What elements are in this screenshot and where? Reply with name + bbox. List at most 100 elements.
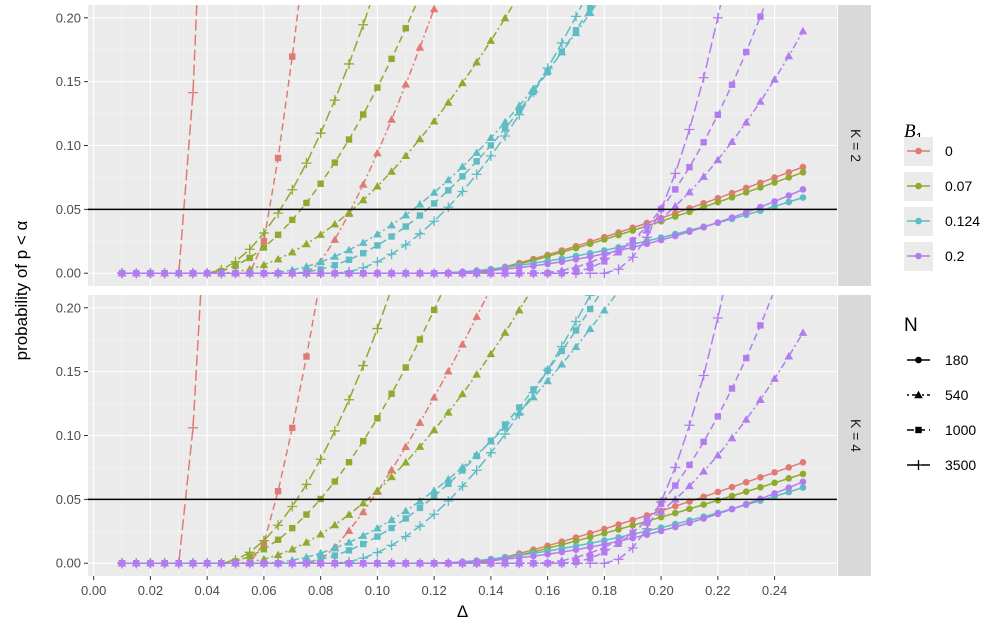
data-point-plus xyxy=(613,264,624,275)
data-point-plus xyxy=(471,268,482,279)
data-point-plus xyxy=(287,501,298,512)
data-point-square xyxy=(771,287,777,293)
data-point-circle xyxy=(615,526,622,533)
facet-strips: K = 2 K = 4 xyxy=(838,5,871,576)
series-line-b1-0-n-540 xyxy=(122,295,489,564)
data-point-plus xyxy=(258,228,269,239)
data-point-circle xyxy=(771,174,778,181)
legend-n-label: 3500 xyxy=(945,457,976,473)
data-point-circle xyxy=(700,501,707,508)
data-point-square xyxy=(303,199,310,207)
data-point-plus xyxy=(400,531,411,542)
data-point-plus xyxy=(429,558,440,569)
data-point-square xyxy=(360,111,367,118)
data-point-triangle xyxy=(699,172,708,180)
data-point-plus xyxy=(344,394,355,405)
legend-key-circle xyxy=(915,147,922,155)
x-tick-label: 0.12 xyxy=(421,583,446,598)
data-point-plus xyxy=(599,558,610,569)
data-point-square xyxy=(586,305,594,313)
data-point-square xyxy=(274,231,282,239)
data-point-circle xyxy=(757,474,764,481)
data-point-square xyxy=(672,482,679,489)
data-point-plus xyxy=(315,558,326,569)
data-point-triangle xyxy=(401,79,411,88)
data-point-triangle xyxy=(415,134,425,143)
data-point-circle xyxy=(700,493,707,501)
x-tick-label: 0.02 xyxy=(138,583,163,598)
data-point-triangle xyxy=(429,5,439,13)
data-point-circle xyxy=(643,240,651,248)
data-point-square xyxy=(388,390,395,397)
x-tick-label: 0.06 xyxy=(251,583,276,598)
data-point-square xyxy=(388,524,395,532)
data-point-plus xyxy=(457,481,468,492)
data-point-square xyxy=(345,136,353,143)
data-point-square xyxy=(402,223,409,230)
data-point-circle xyxy=(671,523,679,531)
data-point-square xyxy=(445,480,452,488)
data-point-plus xyxy=(570,11,581,22)
data-point-square xyxy=(643,222,651,230)
data-point-circle xyxy=(544,253,551,260)
data-point-plus xyxy=(514,268,525,279)
data-point-circle xyxy=(714,497,722,504)
data-point-triangle xyxy=(344,526,354,534)
data-point-circle xyxy=(771,179,778,186)
data-point-plus xyxy=(414,558,425,569)
data-point-triangle xyxy=(600,252,609,260)
data-point-plus xyxy=(443,558,454,569)
data-point-square xyxy=(757,13,764,20)
data-point-circle xyxy=(799,186,807,193)
data-point-triangle xyxy=(500,117,510,126)
data-point-triangle xyxy=(373,148,382,157)
data-point-plus xyxy=(216,268,227,279)
data-point-circle xyxy=(558,249,566,256)
data-point-triangle xyxy=(444,175,453,184)
data-point-triangle xyxy=(458,162,467,170)
data-point-square xyxy=(572,327,580,334)
data-point-plus xyxy=(528,268,539,279)
data-point-circle xyxy=(686,505,693,513)
facet-strip-label: K = 2 xyxy=(848,129,864,162)
data-point-circle xyxy=(530,262,537,270)
data-point-triangle xyxy=(316,529,325,538)
legend-key-circle xyxy=(915,252,922,260)
data-point-square xyxy=(274,488,282,495)
data-point-triangle xyxy=(741,118,751,126)
data-point-square xyxy=(586,5,594,12)
legend-n-label: 180 xyxy=(945,352,969,368)
data-point-triangle xyxy=(401,506,411,515)
data-point-plus xyxy=(273,520,284,531)
data-point-plus xyxy=(315,128,326,139)
data-point-triangle xyxy=(585,324,595,333)
data-point-square xyxy=(601,258,608,265)
data-point-square xyxy=(402,515,409,522)
axes: 0.00 0.05 0.10 0.15 0.20 0.00 0.05 0.10 0.15 0.20… xyxy=(56,10,788,598)
data-point-square xyxy=(572,27,580,34)
data-point-square xyxy=(445,187,452,194)
data-point-circle xyxy=(601,530,608,537)
data-point-plus xyxy=(173,268,184,279)
data-point-triangle xyxy=(387,515,396,524)
data-point-plus xyxy=(258,558,269,569)
data-point-plus xyxy=(273,268,284,279)
data-point-plus xyxy=(131,268,142,279)
facet-strip xyxy=(838,295,871,576)
data-point-plus xyxy=(315,268,326,279)
data-point-plus xyxy=(258,268,269,279)
data-point-triangle xyxy=(373,486,382,494)
data-point-plus xyxy=(443,268,454,279)
x-tick-label: 0.00 xyxy=(81,583,106,598)
data-point-triangle xyxy=(571,262,581,271)
data-point-plus xyxy=(244,558,255,569)
data-point-plus xyxy=(187,558,198,569)
data-point-square xyxy=(289,424,296,432)
data-point-square xyxy=(700,139,707,146)
data-point-plus xyxy=(358,360,369,371)
x-tick-label: 0.24 xyxy=(762,583,787,598)
data-point-triangle xyxy=(798,328,808,336)
data-point-triangle xyxy=(486,36,496,44)
data-point-triangle xyxy=(302,239,311,248)
data-point-triangle xyxy=(727,433,737,442)
